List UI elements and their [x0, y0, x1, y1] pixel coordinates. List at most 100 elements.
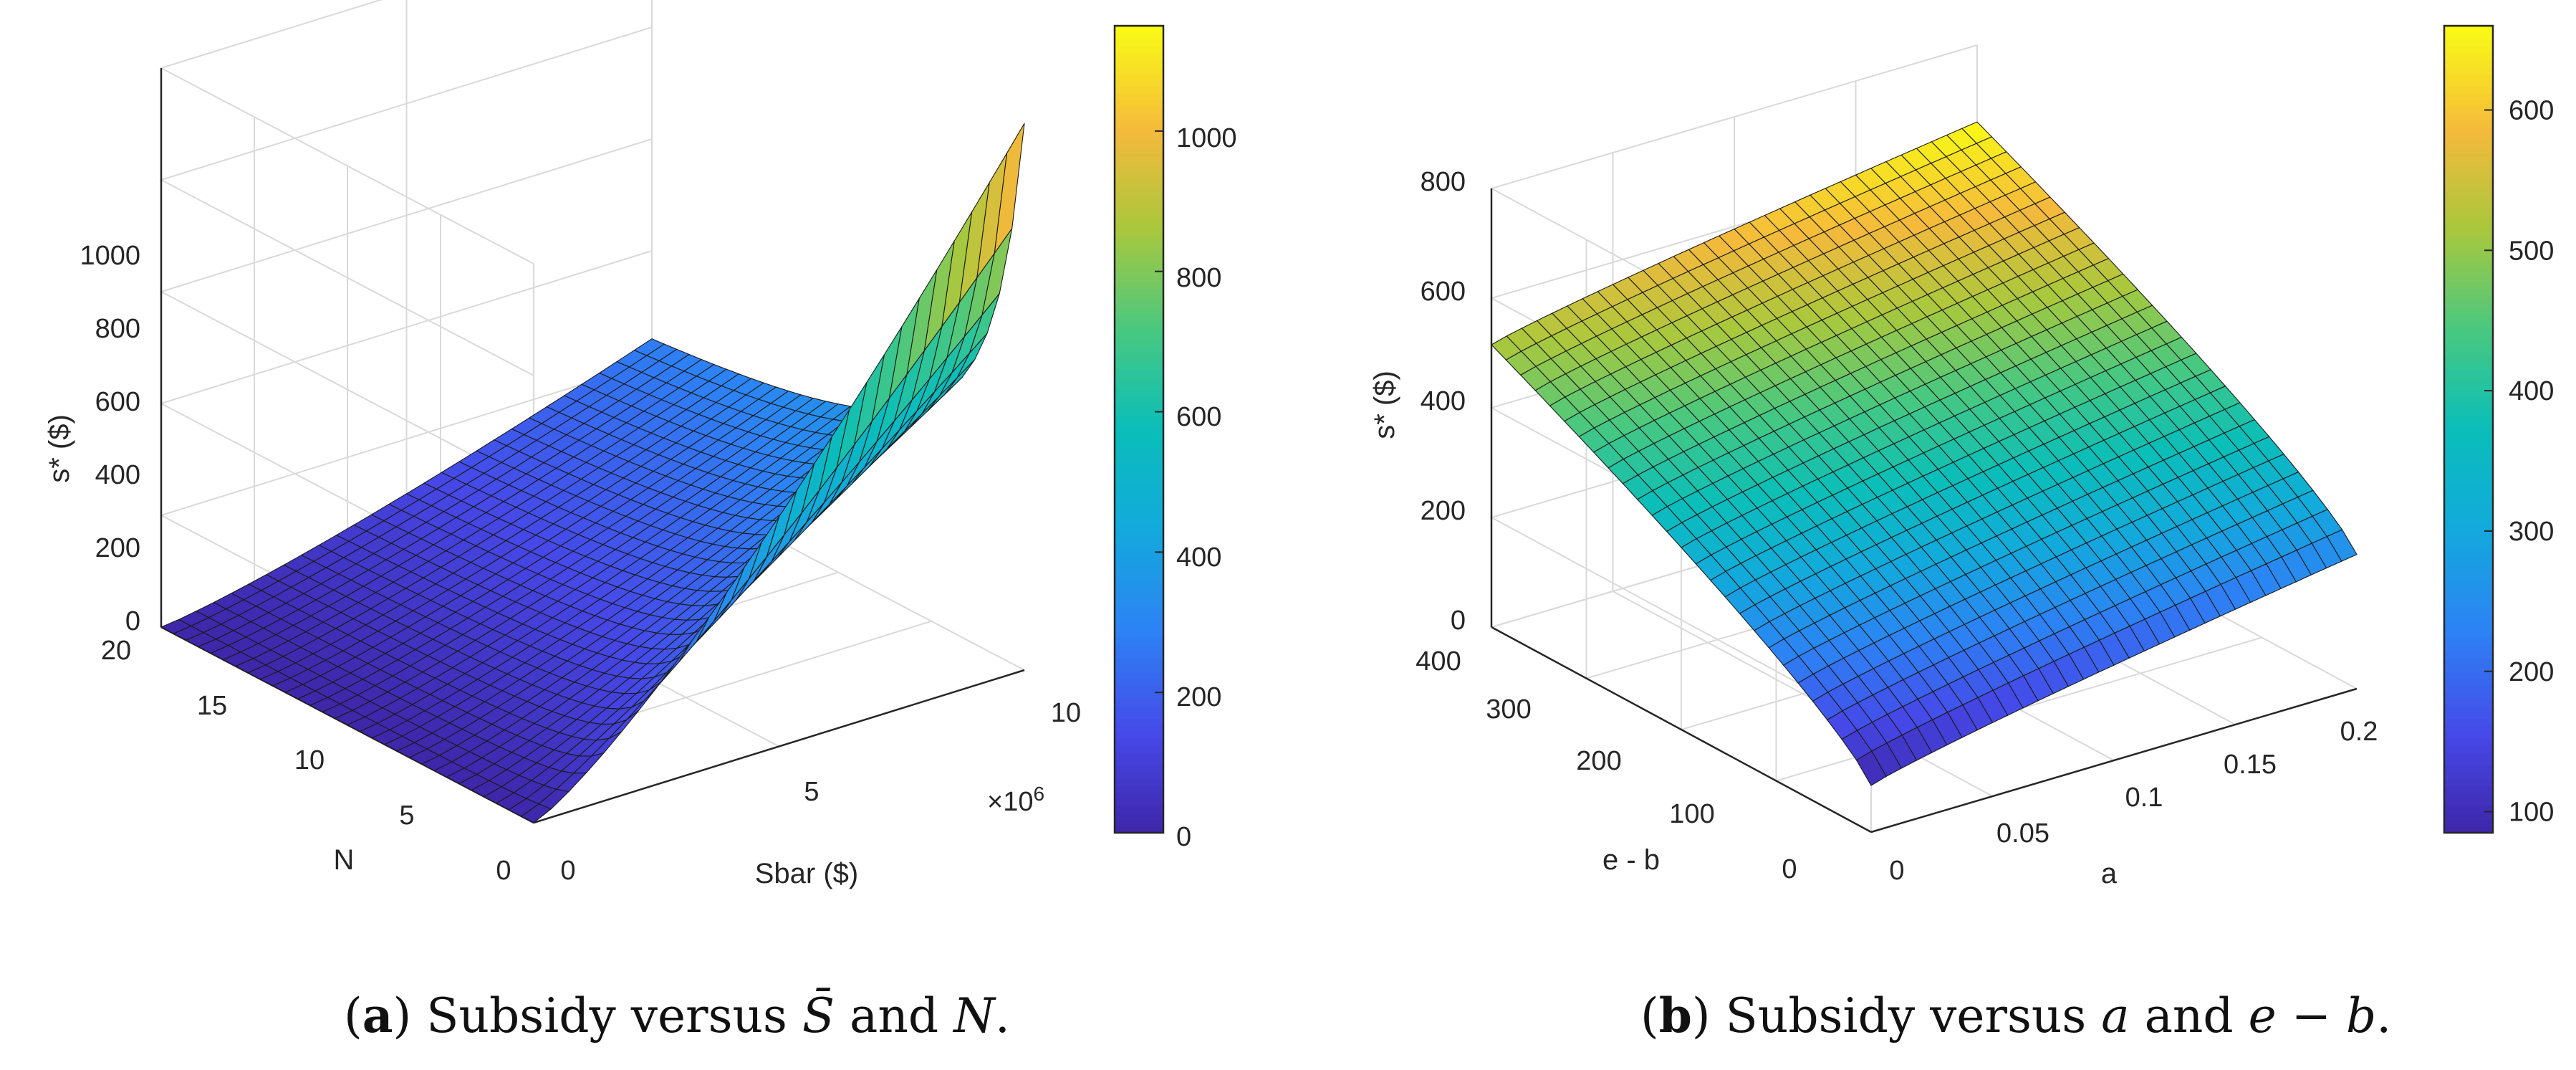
b-y-tick-label: 100	[1669, 799, 1714, 829]
colorbar-segment	[2444, 617, 2493, 625]
colorbar-segment	[1115, 752, 1163, 760]
colorbar-segment	[2444, 778, 2493, 787]
colorbar-segment	[2444, 597, 2493, 605]
panel-b: 0 200 400 600 800 0 100 200 300 400 0 0.…	[1369, 24, 2554, 889]
caption-b-end: .	[2376, 988, 2391, 1043]
colorbar-segment	[1115, 328, 1163, 336]
colorbar-segment	[2444, 698, 2493, 706]
b-x-tick-label: 0.15	[2224, 750, 2277, 780]
colorbar-segment	[1115, 671, 1163, 679]
colorbar-segment	[1115, 167, 1163, 175]
colorbar-segment	[1115, 530, 1163, 538]
b-z-tick-label: 200	[1421, 496, 1466, 526]
colorbar-segment	[1115, 583, 1163, 591]
colorbar-segment	[1115, 287, 1163, 296]
caption-b-mid: and	[2130, 988, 2249, 1043]
colorbar-segment	[2444, 671, 2493, 679]
colorbar-segment	[1115, 281, 1163, 289]
colorbar-segment	[1115, 597, 1163, 605]
colorbar-segment	[2444, 637, 2493, 646]
colorbar-segment	[1115, 416, 1163, 424]
colorbar-segment	[2444, 806, 2493, 813]
colorbar-segment	[2444, 227, 2493, 235]
colorbar-segment	[2444, 342, 2493, 350]
colorbar-segment	[2444, 126, 2493, 134]
colorbar-segment	[2444, 712, 2493, 720]
colorbar-segment	[1115, 402, 1163, 410]
colorbar-segment	[1115, 496, 1163, 505]
colorbar-segment	[1115, 516, 1163, 525]
a-y-tick-label: 20	[101, 636, 131, 666]
colorbar-segment	[1115, 187, 1163, 195]
surface-patch	[520, 803, 552, 823]
colorbar-segment	[1115, 792, 1163, 800]
colorbar-segment	[1115, 362, 1163, 370]
a-colorbar-tick-label: 800	[1176, 263, 1221, 293]
colorbar-segment	[2444, 462, 2493, 471]
colorbar-segment	[2444, 530, 2493, 538]
panel-a-z-ticks: 0 200 400 600 800 1000	[80, 241, 140, 636]
colorbar-segment	[2444, 261, 2493, 269]
colorbar-tick-label: 100	[2509, 798, 2554, 828]
a-y-tick-label: 15	[197, 691, 227, 721]
panel-b-surface	[1491, 121, 2358, 786]
colorbar-segment	[2444, 543, 2493, 551]
colorbar-segment	[1115, 678, 1163, 686]
colorbar-segment	[2444, 167, 2493, 175]
colorbar-segment	[2444, 745, 2493, 753]
colorbar-segment	[1115, 510, 1163, 517]
colorbar-segment	[2444, 26, 2493, 34]
colorbar-frame	[2443, 24, 2494, 834]
colorbar-segment	[1115, 577, 1163, 585]
colorbar-segment	[2444, 308, 2493, 316]
colorbar-segment	[2444, 510, 2493, 517]
colorbar-segment	[1115, 550, 1163, 558]
colorbar-segment	[1115, 126, 1163, 134]
colorbar-segment	[2444, 644, 2493, 652]
colorbar-segment	[2444, 503, 2493, 511]
colorbar-segment	[1115, 624, 1163, 632]
colorbar-segment	[2444, 577, 2493, 585]
b-y-tick-label: 0	[1782, 854, 1797, 884]
colorbar-segment	[1115, 335, 1163, 343]
colorbar-segment	[2444, 678, 2493, 686]
colorbar-segment	[1115, 382, 1163, 390]
b-x-axis-label: a	[2101, 858, 2118, 889]
colorbar-segment	[1115, 469, 1163, 477]
colorbar-segment	[2444, 315, 2493, 323]
colorbar-tick-label: 400	[2509, 376, 2554, 406]
colorbar-segment	[2444, 241, 2493, 249]
caption-a-prefix: Subsidy versus	[426, 988, 802, 1043]
colorbar-tick-label: 200	[2509, 657, 2554, 687]
colorbar-segment	[2444, 516, 2493, 525]
colorbar-segment	[1115, 247, 1163, 255]
colorbar-segment	[2444, 335, 2493, 343]
colorbar-segment	[1115, 523, 1163, 531]
colorbar-segment	[2444, 476, 2493, 484]
colorbar-segment	[1115, 778, 1163, 787]
colorbar-segment	[1115, 39, 1163, 47]
colorbar-segment	[1115, 745, 1163, 753]
colorbar-segment	[2444, 765, 2493, 773]
a-y-tick-label: 0	[496, 856, 511, 886]
a-colorbar-tick-label: 0	[1176, 822, 1191, 852]
a-colorbar-tick-label: 1000	[1176, 123, 1237, 153]
panel-b-colorbar-ticks: 100 200 300 400 500 600	[2509, 95, 2554, 827]
colorbar-segment	[1115, 375, 1163, 383]
colorbar-segment	[1115, 570, 1163, 578]
colorbar-segment	[1115, 180, 1163, 188]
colorbar-segment	[1115, 106, 1163, 114]
colorbar-segment	[1115, 732, 1163, 740]
colorbar-segment	[1115, 146, 1163, 155]
colorbar-segment	[2444, 221, 2493, 229]
colorbar-segment	[1115, 738, 1163, 746]
b-x-tick-label: 0	[1889, 856, 1904, 886]
a-x-exponent: ×106	[987, 783, 1044, 817]
colorbar-segment	[2444, 496, 2493, 505]
colorbar-segment	[2444, 469, 2493, 477]
colorbar-segment	[1115, 637, 1163, 646]
colorbar-segment	[2444, 422, 2493, 430]
colorbar-segment	[2444, 792, 2493, 800]
colorbar-segment	[2444, 718, 2493, 726]
colorbar-segment	[2444, 328, 2493, 336]
